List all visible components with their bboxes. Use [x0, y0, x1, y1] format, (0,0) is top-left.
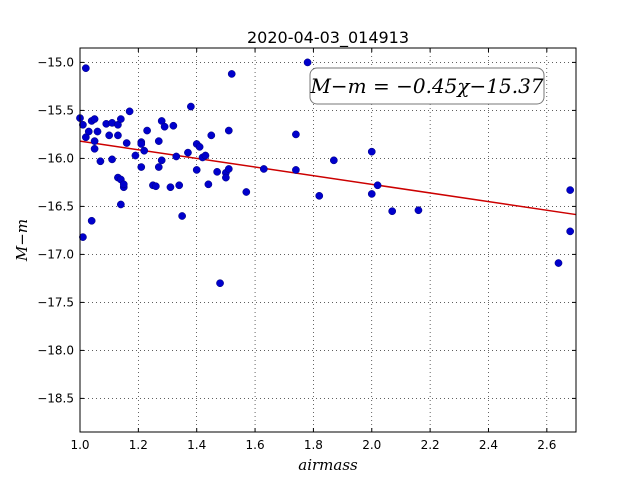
data-point: [114, 131, 122, 140]
data-point: [79, 233, 87, 241]
x-tick-label: 2.4: [479, 438, 498, 452]
data-point: [178, 212, 186, 220]
data-point: [157, 156, 166, 165]
data-point: [137, 163, 146, 171]
y-tick-label: −17.0: [37, 247, 74, 261]
x-tick-label: 1.8: [304, 438, 323, 452]
data-point: [292, 166, 300, 174]
data-point: [152, 182, 160, 191]
data-point: [96, 157, 105, 166]
x-tick-label: 1.0: [70, 438, 89, 452]
fit-equation-label: M−m = −0.45χ−15.37: [309, 74, 543, 98]
data-point: [315, 191, 324, 200]
data-point: [201, 151, 210, 160]
grid-lines: [79, 48, 576, 432]
plot-area: [80, 48, 576, 432]
data-point: [187, 102, 195, 111]
data-point: [140, 146, 149, 155]
fit-line: [79, 140, 577, 216]
data-points: [76, 58, 575, 288]
y-tick-label: −16.0: [37, 151, 74, 165]
y-tick-label: −18.5: [37, 391, 74, 405]
data-point: [259, 165, 268, 173]
data-point: [367, 147, 376, 156]
data-point: [154, 137, 163, 145]
annotation-box: M−m = −0.45χ−15.37: [309, 67, 545, 105]
fit-line-group: [79, 140, 577, 216]
y-tick-label: −15.5: [37, 103, 74, 117]
x-tick-label: 1.6: [246, 438, 265, 452]
data-point: [84, 127, 93, 136]
data-point: [87, 216, 96, 225]
data-point: [122, 139, 131, 147]
data-point: [566, 227, 575, 236]
data-point: [242, 188, 251, 196]
data-point: [119, 180, 128, 189]
data-point: [216, 279, 224, 288]
y-tick-label: −17.5: [37, 295, 74, 309]
data-point: [227, 70, 236, 78]
data-point: [373, 181, 382, 190]
data-point: [154, 163, 163, 171]
x-axis-title: airmass: [298, 456, 358, 474]
data-point: [184, 148, 192, 157]
data-point: [143, 126, 151, 135]
data-point: [166, 183, 175, 192]
x-tick-label: 2.0: [362, 438, 381, 452]
data-point: [292, 130, 300, 139]
data-point: [172, 152, 181, 161]
data-point: [554, 259, 563, 267]
data-point: [137, 140, 146, 148]
data-point: [125, 107, 134, 116]
data-point: [90, 115, 99, 123]
data-point: [224, 126, 233, 135]
data-point: [195, 143, 204, 151]
data-point: [116, 200, 125, 209]
x-tick-label: 1.4: [187, 438, 206, 452]
data-point: [105, 131, 114, 140]
data-point: [79, 120, 87, 129]
y-tick-label: −16.5: [37, 199, 74, 213]
data-point: [414, 206, 423, 215]
data-point: [222, 173, 230, 182]
data-point: [90, 137, 99, 145]
data-point: [303, 58, 312, 67]
data-point: [224, 165, 233, 173]
y-tick-label: −18.0: [37, 343, 74, 357]
data-point: [367, 190, 376, 198]
data-point: [81, 64, 90, 73]
data-point: [160, 122, 169, 131]
data-point: [388, 207, 397, 216]
data-point: [169, 121, 178, 130]
data-point: [566, 186, 575, 194]
chart-title: 2020-04-03_014913: [247, 28, 409, 48]
data-point: [108, 155, 116, 164]
data-point: [192, 166, 201, 174]
data-point: [207, 131, 216, 140]
y-axis-title: M−m: [13, 219, 31, 262]
data-point: [93, 127, 102, 136]
x-tick-label: 2.2: [421, 438, 440, 452]
data-point: [90, 144, 99, 153]
x-tick-label: 2.6: [537, 438, 556, 452]
axis-ticks: 1.0 1.2 1.4 1.6 1.8 2.0 2.2 2.4 2.6 −15.0 −15.5 −16…: [37, 48, 576, 452]
annotation-frame: [309, 67, 545, 105]
data-point: [131, 151, 140, 160]
y-tick-label: −15.0: [37, 55, 74, 69]
data-point: [175, 181, 184, 190]
data-point: [116, 115, 125, 123]
data-point: [329, 156, 338, 165]
plot-frame: [79, 47, 577, 433]
data-point: [204, 180, 213, 189]
x-tick-label: 1.2: [129, 438, 148, 452]
data-point: [213, 167, 221, 176]
